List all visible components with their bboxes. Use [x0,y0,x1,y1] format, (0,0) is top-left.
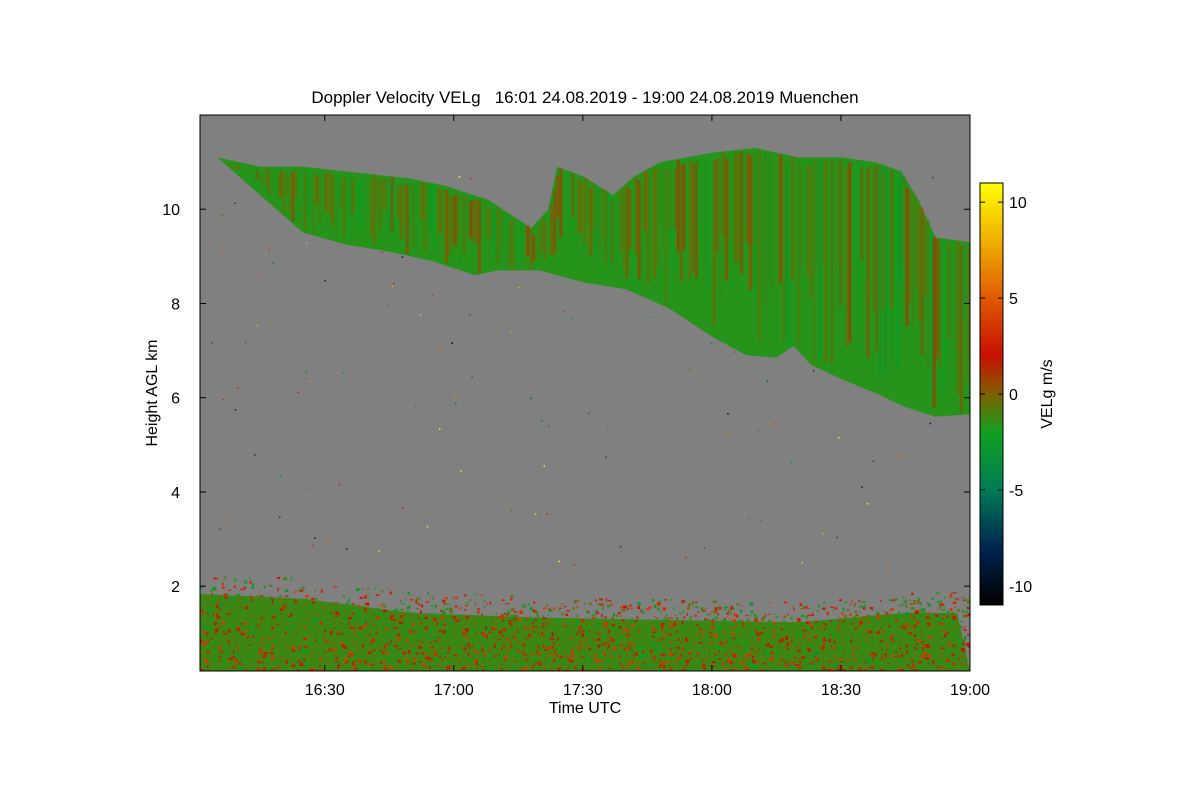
y-tick-label: 10 [162,202,180,219]
data-layer [200,148,970,671]
x-tick-label: 16:30 [305,682,345,699]
colorbar: 10 5 0 -5 -10 [979,182,1032,606]
boundary-layer [200,576,970,671]
x-tick-label: 17:30 [563,682,603,699]
chart-title: Doppler Velocity VELg 16:01 24.08.2019 -… [311,88,859,107]
colorbar-tick-label: -5 [1009,483,1023,500]
plot-frame [199,114,971,672]
x-tick-label: 18:00 [692,682,732,699]
x-axis: 16:30 17:00 17:30 18:00 18:30 19:00 [305,115,990,699]
x-tick-label: 17:00 [434,682,474,699]
y-tick-label: 6 [171,391,180,408]
y-axis: 2 4 6 8 10 [162,202,970,596]
x-tick-label: 18:30 [821,682,861,699]
colorbar-tick-label: 10 [1009,195,1027,212]
y-tick-label: 8 [171,296,180,313]
y-tick-label: 4 [171,485,180,502]
cloud-texture [228,149,970,413]
y-tick-label: 2 [171,579,180,596]
y-axis-title: Height AGL km [144,339,161,446]
colorbar-tick-label: 5 [1009,291,1018,308]
noise-pixels [211,176,934,567]
x-tick-label: 19:00 [950,682,990,699]
colorbar-tick-label: 0 [1009,387,1018,404]
colorbar-tick-label: -10 [1009,579,1032,596]
x-axis-title: Time UTC [549,700,621,717]
colorbar-title: VELg m/s [1039,359,1056,428]
